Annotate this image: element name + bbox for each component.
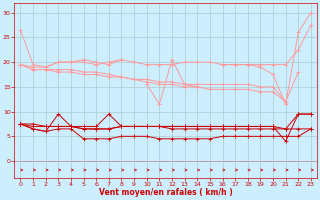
X-axis label: Vent moyen/en rafales ( km/h ): Vent moyen/en rafales ( km/h ) (99, 188, 233, 197)
